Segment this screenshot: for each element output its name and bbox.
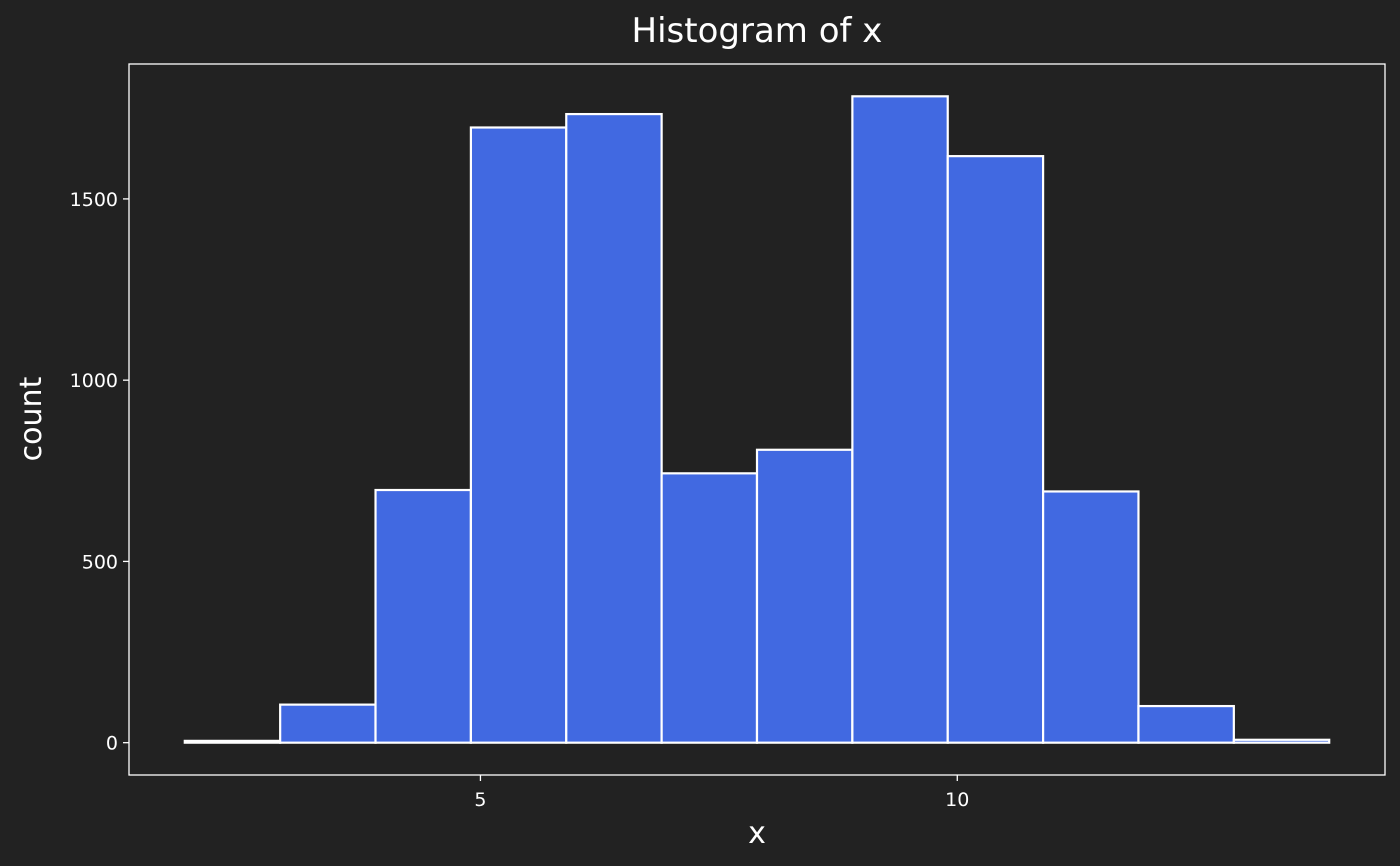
y-tick-label: 0 [106,733,118,755]
histogram-bar [565,112,663,744]
histogram-bar [1042,490,1140,744]
y-tick-label: 500 [82,551,118,573]
histogram-bar [279,703,377,744]
histogram-bar [851,95,949,744]
x-axis: 5 10 [474,775,969,811]
histogram-bar [1232,738,1331,744]
y-tick-label: 1000 [70,370,118,392]
histogram-bar [660,472,759,744]
histogram-bar [1137,704,1235,744]
x-tick-label: 10 [945,789,969,811]
y-axis-title: count [14,376,49,461]
x-axis-title: x [748,816,766,851]
plot-panel-border [128,63,1386,776]
histogram-bar [374,488,472,744]
bars-group [183,95,1331,744]
histogram-bar [755,448,854,744]
histogram-bar [946,155,1045,744]
histogram-bar [183,739,282,744]
y-tick-label: 1500 [70,189,118,211]
y-axis: 0 500 1000 1500 [70,189,129,755]
chart-title: Histogram of x [632,11,883,51]
x-tick-label: 5 [474,789,486,811]
histogram-bar [469,126,568,744]
